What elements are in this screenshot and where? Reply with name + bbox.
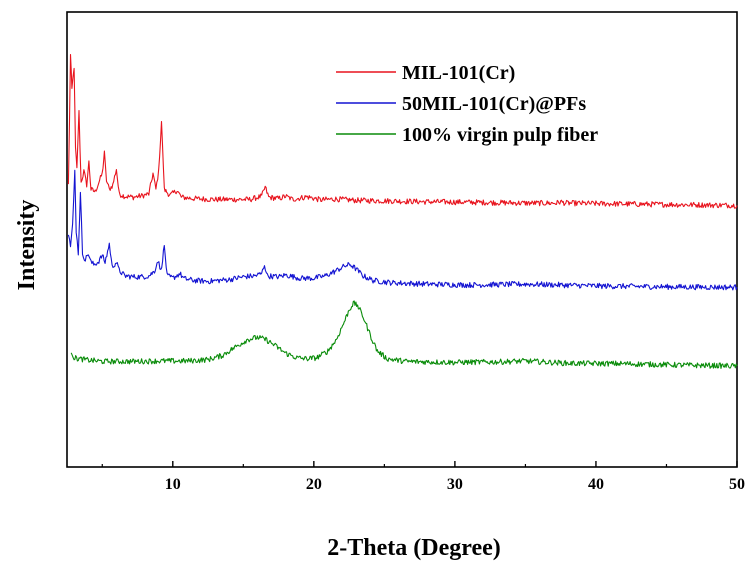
legend-label-2: 100% virgin pulp fiber (402, 124, 598, 146)
legend-label-1: 50MIL-101(Cr)@PFs (402, 93, 586, 115)
legend: MIL-101(Cr) 50MIL-101(Cr)@PFs 100% virgin … (336, 62, 598, 146)
y-axis-title: Intensity (14, 200, 40, 291)
series-line-2 (70, 300, 738, 369)
x-tick-label: 30 (447, 476, 463, 493)
series-line-0 (67, 53, 738, 209)
x-tick-label: 50 (729, 476, 745, 493)
plot-frame (66, 11, 738, 468)
x-axis-title: 2-Theta (Degree) (327, 535, 500, 561)
series-line-1 (67, 169, 738, 291)
x-tick-label: 10 (165, 476, 181, 493)
x-tick-label: 20 (306, 476, 322, 493)
x-tick-label: 40 (588, 476, 604, 493)
legend-label-0: MIL-101(Cr) (402, 62, 515, 84)
